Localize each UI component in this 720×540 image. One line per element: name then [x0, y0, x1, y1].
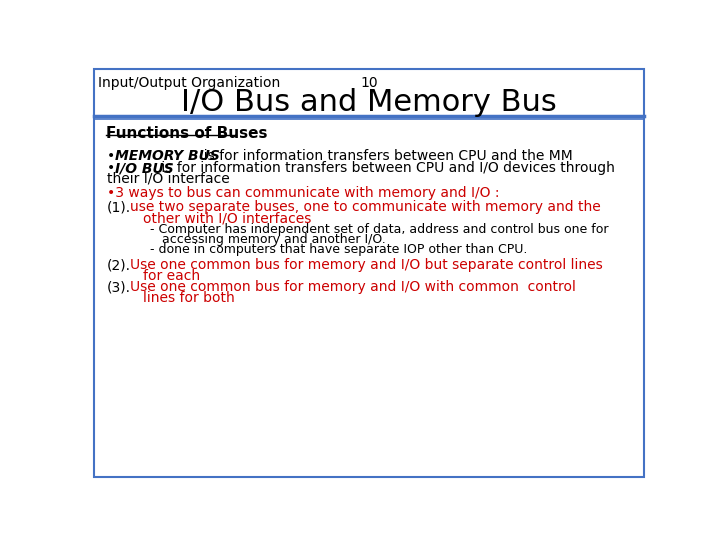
Text: lines for both: lines for both	[143, 291, 235, 305]
Text: (3).: (3).	[107, 280, 131, 294]
Text: •3 ways to bus can communicate with memory and I/O :: •3 ways to bus can communicate with memo…	[107, 186, 500, 200]
Text: - done in computers that have separate IOP other than CPU.: - done in computers that have separate I…	[150, 242, 528, 255]
Text: other with I/O interfaces: other with I/O interfaces	[143, 211, 311, 225]
Text: 10: 10	[360, 76, 378, 90]
Text: •: •	[107, 150, 120, 164]
Text: is for information transfers between CPU and the MM: is for information transfers between CPU…	[194, 150, 572, 164]
Text: accessing memory and another I/O.: accessing memory and another I/O.	[162, 233, 386, 246]
Text: Functions of Buses: Functions of Buses	[106, 126, 267, 141]
Text: I/O BUS: I/O BUS	[114, 161, 174, 175]
Text: their I/O interface: their I/O interface	[107, 172, 230, 186]
Text: •: •	[107, 161, 120, 175]
Text: (1).: (1).	[107, 200, 131, 214]
Text: Input/Output Organization: Input/Output Organization	[98, 76, 280, 90]
Text: for each: for each	[143, 269, 200, 283]
Text: - Computer has independent set of data, address and control bus one for: - Computer has independent set of data, …	[150, 222, 609, 235]
Text: Use one common bus for memory and I/O but separate control lines: Use one common bus for memory and I/O bu…	[130, 258, 603, 272]
Text: MEMORY BUS: MEMORY BUS	[114, 150, 220, 164]
Text: use two separate buses, one to communicate with memory and the: use two separate buses, one to communica…	[130, 200, 601, 214]
FancyBboxPatch shape	[94, 69, 644, 477]
Text: I/O Bus and Memory Bus: I/O Bus and Memory Bus	[181, 88, 557, 117]
Text: (2).: (2).	[107, 258, 131, 272]
Text: Use one common bus for memory and I/O with common  control: Use one common bus for memory and I/O wi…	[130, 280, 576, 294]
Text: is for information transfers between CPU and I/O devices through: is for information transfers between CPU…	[158, 161, 616, 175]
